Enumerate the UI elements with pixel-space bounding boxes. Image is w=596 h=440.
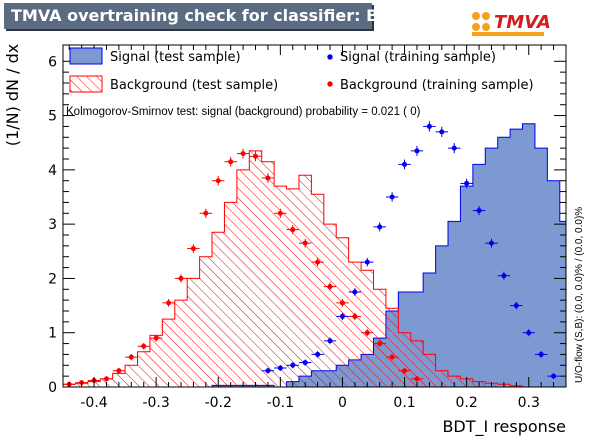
background-train-point [103, 376, 109, 382]
background-train-point [203, 210, 209, 216]
legend-background-test-swatch [69, 75, 103, 93]
background-train-point [141, 343, 147, 349]
legend-signal-test-swatch [69, 47, 103, 65]
background-train-point [315, 259, 321, 265]
chart-title: TMVA overtraining check for classifier: … [4, 3, 416, 29]
background-train-point [265, 175, 271, 181]
background-train-point [414, 376, 420, 382]
background-train-point [253, 153, 259, 159]
legend-signal-train-label: Signal (training sample) [340, 50, 496, 65]
background-train-point [364, 330, 370, 336]
background-train-point [128, 354, 134, 360]
overflow-text: U/O-flow (S,B): (0.0, 0.0)% / (0.0, 0.0)… [574, 207, 585, 383]
signal-train-point [364, 259, 370, 265]
signal-train-point [339, 313, 345, 319]
background-train-point [377, 341, 383, 347]
x-tick-label: 0.1 [393, 395, 415, 411]
plot-area [63, 121, 566, 387]
signal-train-point [265, 368, 271, 374]
background-train-point [290, 227, 296, 233]
background-train-point [116, 368, 122, 374]
signal-train-point [488, 240, 494, 246]
signal-train-point [302, 360, 308, 366]
background-test-histogram [63, 150, 566, 387]
background-train-point [240, 151, 246, 157]
legend-background-train-marker [327, 81, 333, 87]
legend-background-train-label: Background (training sample) [340, 78, 534, 93]
signal-train-point [290, 362, 296, 368]
background-train-point [352, 313, 358, 319]
signal-train-point [538, 351, 544, 357]
x-tick-label: -0.1 [267, 395, 294, 411]
signal-train-point [526, 330, 532, 336]
x-tick-label: -0.2 [205, 395, 232, 411]
y-tick-label: 3 [48, 217, 57, 233]
y-tick-label: 6 [48, 54, 57, 70]
x-tick-label: 0.3 [518, 395, 540, 411]
signal-train-point [277, 365, 283, 371]
background-train-point [153, 335, 159, 341]
background-train-point [402, 368, 408, 374]
signal-train-point [513, 303, 519, 309]
signal-train-point [426, 123, 432, 129]
histograms [63, 121, 566, 387]
background-train-point [327, 284, 333, 290]
x-axis-label: BDT_I response [442, 417, 566, 437]
background-train-point [228, 159, 234, 165]
legend: Signal (test sample) Background (test sam… [69, 47, 534, 93]
signal-train-point [551, 373, 557, 379]
y-tick-label: 5 [48, 109, 57, 125]
signal-train-point [402, 161, 408, 167]
signal-train-point [377, 224, 383, 230]
signal-train-point [476, 208, 482, 214]
plot-frame [62, 44, 567, 388]
background-train-point [178, 275, 184, 281]
x-tick-label: 0 [338, 395, 347, 411]
background-train-point [277, 210, 283, 216]
signal-train-point [451, 145, 457, 151]
legend-background-test-label: Background (test sample) [110, 78, 278, 93]
x-tick-label: -0.4 [80, 395, 107, 411]
background-train-point [389, 354, 395, 360]
x-tick-label: -0.3 [142, 395, 169, 411]
background-train-point [339, 300, 345, 306]
y-tick-label: 4 [48, 163, 57, 179]
signal-train-point [315, 351, 321, 357]
y-tick-label: 2 [48, 271, 57, 287]
signal-train-point [414, 148, 420, 154]
y-tick-label: 1 [48, 326, 57, 342]
ks-test-text: Kolmogorov-Smirnov test: signal (backgro… [66, 106, 421, 118]
background-train-point [166, 300, 172, 306]
tmva-logo-icon [472, 12, 544, 36]
signal-train-point [327, 338, 333, 344]
signal-train-point [352, 289, 358, 295]
x-tick-label: 0.2 [456, 395, 478, 411]
background-train-point [190, 246, 196, 252]
y-tick-label: 0 [48, 380, 57, 396]
background-train-point [215, 178, 221, 184]
legend-signal-test-label: Signal (test sample) [110, 50, 241, 65]
tmva-logo-text: TMVA [494, 12, 551, 33]
signal-train-point [501, 273, 507, 279]
background-train-point [302, 240, 308, 246]
signal-train-point [439, 129, 445, 135]
y-axis-label: (1/N) dN / dx [3, 44, 22, 146]
legend-signal-train-marker [327, 54, 333, 60]
signal-train-point [464, 180, 470, 186]
axes: -0.4 -0.3 -0.2 -0.1 0 0.1 0.2 0.3 0 1 2 3 4 5 6 [48, 44, 567, 411]
signal-train-point [389, 194, 395, 200]
